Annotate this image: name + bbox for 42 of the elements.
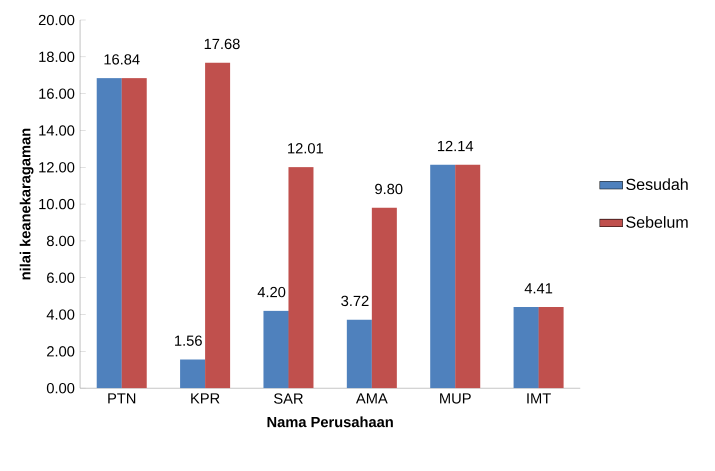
bar	[122, 78, 147, 388]
x-tick-label: AMA	[356, 393, 388, 404]
bar	[538, 307, 564, 388]
y-tick-label: 0.00	[46, 383, 74, 394]
x-tick-label: SAR	[274, 393, 303, 404]
bar	[288, 167, 314, 388]
y-tick-label: 2.00	[47, 346, 74, 357]
bar	[455, 164, 480, 388]
x-axis-title: Nama Perusahaan	[268, 416, 393, 428]
data-label: 9.80	[375, 184, 402, 194]
y-tick-label: 16.00	[39, 88, 74, 99]
y-tick-label: 12.00	[39, 162, 74, 173]
data-label: 12.14	[438, 140, 474, 152]
y-tick-label: 14.00	[39, 125, 74, 136]
x-tick-label: MUP	[440, 393, 471, 404]
bar	[263, 310, 288, 388]
y-tick-label: 18.00	[39, 52, 74, 62]
bar	[205, 62, 230, 388]
data-label: 12.01	[288, 143, 323, 154]
y-tick-label: 8.00	[46, 236, 74, 246]
x-tick-label: PTN	[108, 393, 136, 404]
legend-label: Sebelum	[626, 216, 688, 228]
bar	[346, 320, 372, 388]
bar	[372, 208, 397, 388]
x-tick-label: IMT	[527, 393, 551, 404]
data-label: 17.68	[204, 38, 240, 50]
y-tick-label: 20.00	[38, 14, 74, 26]
legend-label: Sesudah	[626, 178, 688, 190]
data-label: 3.72	[341, 296, 369, 306]
y-tick-label: 4.00	[46, 309, 74, 320]
bar	[180, 360, 206, 388]
data-label: 4.41	[524, 283, 552, 294]
data-label: 4.20	[258, 286, 286, 298]
y-tick-label: 10.00	[39, 198, 74, 210]
y-axis-title: nilai keanekaragaman	[20, 128, 34, 280]
bar	[430, 164, 456, 388]
data-label: 1.56	[175, 336, 202, 346]
x-tick-label: KPR	[191, 393, 220, 404]
bar	[96, 78, 122, 388]
bar	[514, 307, 539, 388]
data-label: 16.84	[104, 54, 140, 65]
y-tick-label: 6.00	[47, 272, 74, 283]
